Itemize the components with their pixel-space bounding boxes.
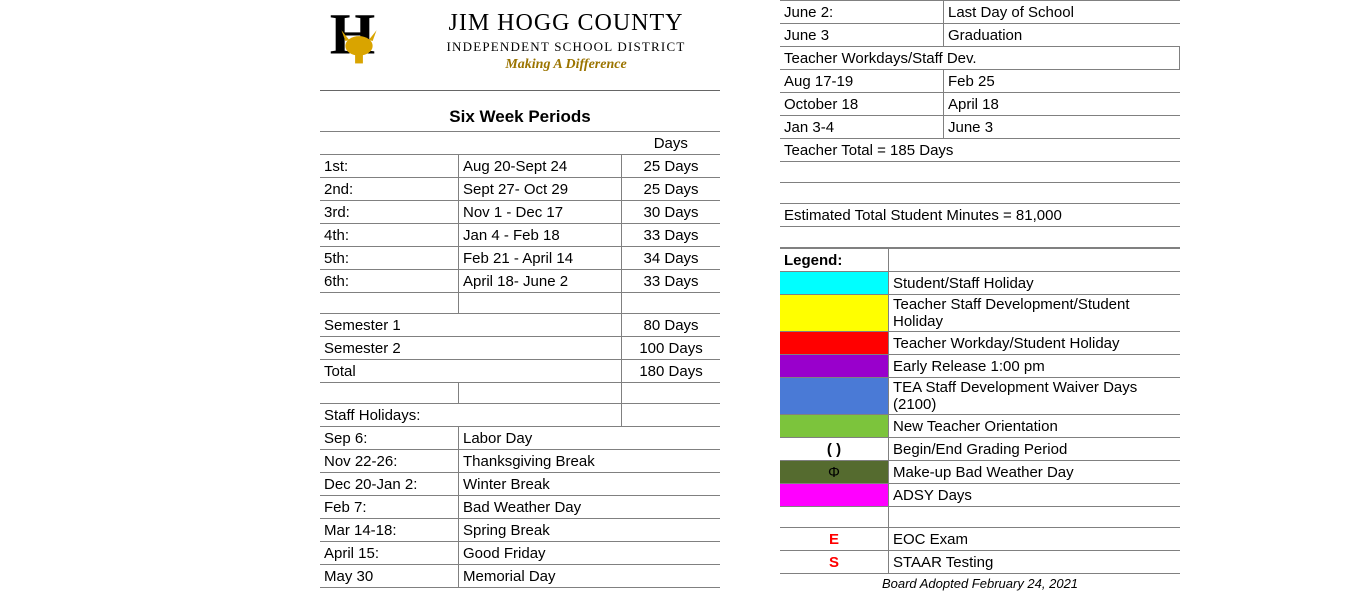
holiday-name: Memorial Day <box>459 565 721 588</box>
district-subtitle: INDEPENDENT SCHOOL DISTRICT <box>447 39 686 55</box>
legend-table: Legend: Student/Staff HolidayTeacher Sta… <box>780 248 1180 574</box>
holiday-name: Bad Weather Day <box>459 496 721 519</box>
period-days: 33 Days <box>622 270 720 293</box>
period-days: 33 Days <box>622 224 720 247</box>
workday-b: June 3 <box>944 116 1180 139</box>
period-days: 25 Days <box>622 178 720 201</box>
holiday-date: Sep 6: <box>320 427 459 450</box>
legend-code-label: STAAR Testing <box>889 551 1181 574</box>
period-ord: 3rd: <box>320 201 459 224</box>
legend-swatch: Φ <box>780 461 889 484</box>
district-title: JIM HOGG COUNTY <box>449 10 684 37</box>
district-logo: H <box>320 6 398 76</box>
legend-swatch <box>780 295 889 332</box>
header: H JIM HOGG COUNTY INDEPENDENT SCHOOL DIS… <box>320 0 720 86</box>
semester-days: 180 Days <box>622 360 720 383</box>
legend-label: Make-up Bad Weather Day <box>889 461 1181 484</box>
workday-a: Aug 17-19 <box>780 70 944 93</box>
period-days: 34 Days <box>622 247 720 270</box>
legend-title: Legend: <box>780 249 889 272</box>
workdays-title: Teacher Workdays/Staff Dev. <box>780 47 1180 70</box>
holiday-date: Nov 22-26: <box>320 450 459 473</box>
legend-label: New Teacher Orientation <box>889 415 1181 438</box>
legend-swatch <box>780 332 889 355</box>
holiday-date: Feb 7: <box>320 496 459 519</box>
legend-swatch <box>780 378 889 415</box>
event-name: Last Day of School <box>944 1 1180 24</box>
legend-code: E <box>780 528 889 551</box>
period-range: Sept 27- Oct 29 <box>459 178 622 201</box>
workday-b: Feb 25 <box>944 70 1180 93</box>
period-ord: 6th: <box>320 270 459 293</box>
semester-label: Total <box>320 360 622 383</box>
legend-label: Early Release 1:00 pm <box>889 355 1181 378</box>
legend-label: Student/Staff Holiday <box>889 272 1181 295</box>
six-week-title: Six Week Periods <box>320 105 720 131</box>
period-range: April 18- June 2 <box>459 270 622 293</box>
legend-swatch <box>780 484 889 507</box>
semester-days: 100 Days <box>622 337 720 360</box>
svg-text:H: H <box>330 6 376 67</box>
period-ord: 2nd: <box>320 178 459 201</box>
legend-label: TEA Staff Development Waiver Days (2100) <box>889 378 1181 415</box>
holiday-date: Dec 20-Jan 2: <box>320 473 459 496</box>
teacher-total: Teacher Total = 185 Days <box>780 139 1180 162</box>
legend-symbol: ( ) <box>780 438 889 461</box>
period-ord: 1st: <box>320 155 459 178</box>
period-range: Aug 20-Sept 24 <box>459 155 622 178</box>
six-week-table: Days 1st:Aug 20-Sept 2425 Days 2nd:Sept 2… <box>320 131 720 588</box>
legend-label: Begin/End Grading Period <box>889 438 1181 461</box>
workday-a: October 18 <box>780 93 944 116</box>
staff-holidays-title: Staff Holidays: <box>320 404 622 427</box>
workday-b: April 18 <box>944 93 1180 116</box>
semester-label: Semester 2 <box>320 337 622 360</box>
event-date: June 3 <box>780 24 944 47</box>
holiday-date: Mar 14-18: <box>320 519 459 542</box>
legend-label: Teacher Workday/Student Holiday <box>889 332 1181 355</box>
period-days: 25 Days <box>622 155 720 178</box>
event-date: June 2: <box>780 1 944 24</box>
semester-days: 80 Days <box>622 314 720 337</box>
estimated-minutes: Estimated Total Student Minutes = 81,000 <box>780 204 1180 227</box>
district-tagline: Making A Difference <box>505 57 626 73</box>
holiday-date: May 30 <box>320 565 459 588</box>
divider <box>320 90 720 91</box>
legend-label: ADSY Days <box>889 484 1181 507</box>
holiday-name: Winter Break <box>459 473 721 496</box>
workday-a: Jan 3-4 <box>780 116 944 139</box>
period-range: Feb 21 - April 14 <box>459 247 622 270</box>
legend-label: Teacher Staff Development/Student Holida… <box>889 295 1181 332</box>
footer-note: Board Adopted February 24, 2021 <box>780 574 1180 591</box>
legend-swatch <box>780 355 889 378</box>
legend-swatch <box>780 272 889 295</box>
holiday-name: Thanksgiving Break <box>459 450 721 473</box>
semester-label: Semester 1 <box>320 314 622 337</box>
legend-code: S <box>780 551 889 574</box>
holiday-date: April 15: <box>320 542 459 565</box>
period-days: 30 Days <box>622 201 720 224</box>
event-name: Graduation <box>944 24 1180 47</box>
holiday-name: Spring Break <box>459 519 721 542</box>
legend-swatch <box>780 415 889 438</box>
period-ord: 5th: <box>320 247 459 270</box>
holiday-name: Good Friday <box>459 542 721 565</box>
holiday-name: Labor Day <box>459 427 721 450</box>
period-ord: 4th: <box>320 224 459 247</box>
period-range: Jan 4 - Feb 18 <box>459 224 622 247</box>
period-range: Nov 1 - Dec 17 <box>459 201 622 224</box>
days-header: Days <box>622 132 720 155</box>
right-table: June 2:Last Day of SchoolJune 3Graduatio… <box>780 0 1180 248</box>
legend-code-label: EOC Exam <box>889 528 1181 551</box>
